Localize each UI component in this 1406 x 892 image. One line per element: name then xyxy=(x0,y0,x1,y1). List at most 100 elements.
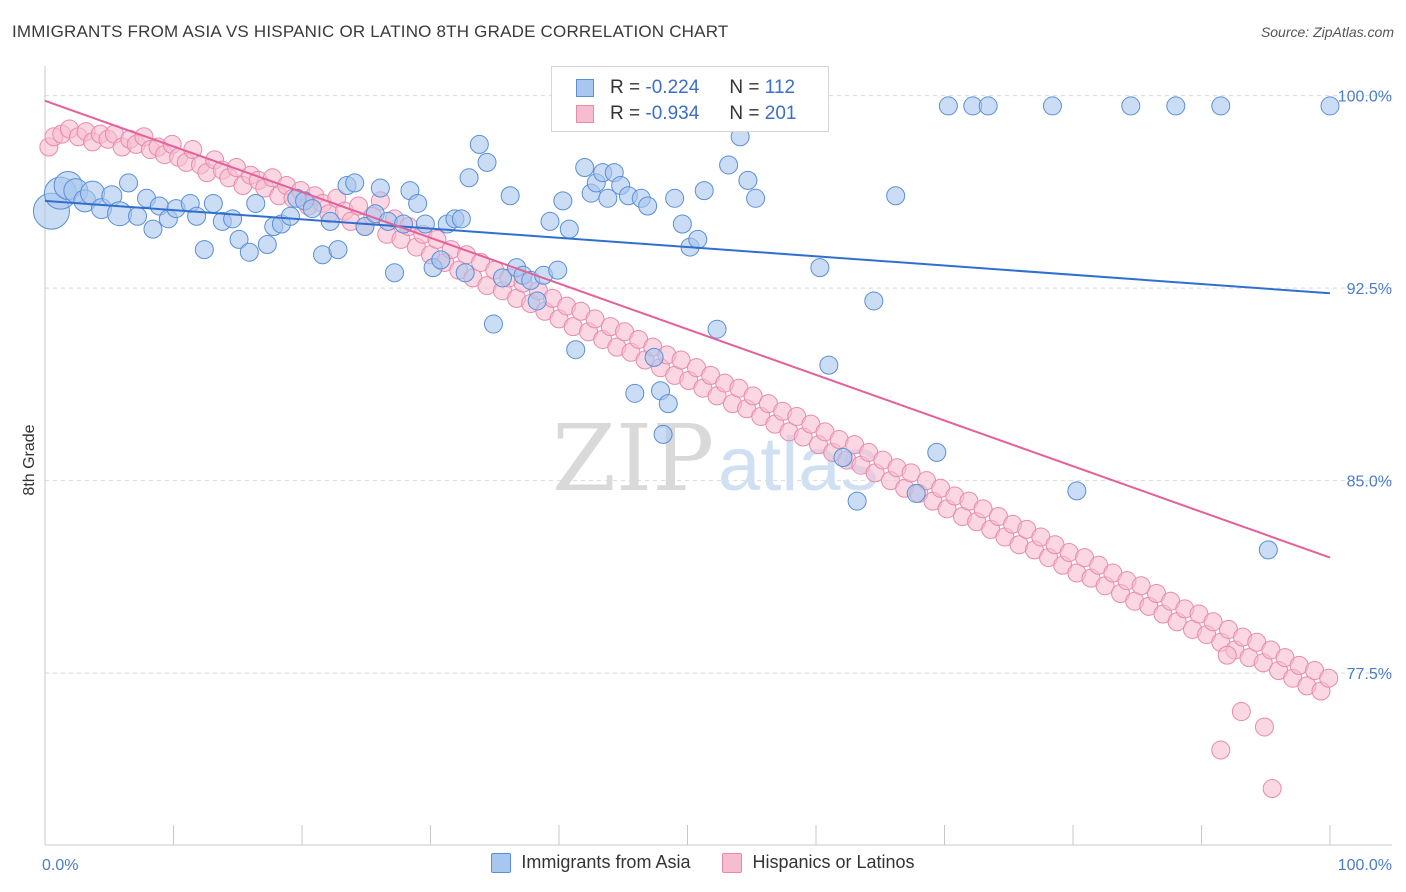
series-asia-points xyxy=(32,96,1340,560)
point-asia-79 xyxy=(644,347,664,367)
y-tick-label-3: 100.0% xyxy=(1338,89,1392,106)
point-hispanic-178 xyxy=(1319,668,1339,688)
point-asia-12 xyxy=(143,219,163,239)
x-tick-label-1: 100.0% xyxy=(1338,857,1392,874)
point-asia-9 xyxy=(119,173,139,193)
point-asia-56 xyxy=(492,268,512,288)
point-asia-105 xyxy=(938,96,958,116)
legend-n-label: N = xyxy=(729,103,760,124)
point-asia-65 xyxy=(553,191,573,211)
point-asia-91 xyxy=(738,170,758,190)
point-asia-92 xyxy=(746,188,766,208)
legend-label-asia: Immigrants from Asia xyxy=(521,852,691,872)
point-asia-102 xyxy=(886,186,906,206)
point-hispanic-179 xyxy=(1254,717,1274,737)
point-asia-21 xyxy=(223,209,243,229)
legend-label-hispanic: Hispanics or Latinos xyxy=(752,852,915,872)
legend-n-value: 112 xyxy=(764,77,796,98)
point-asia-19 xyxy=(203,193,223,213)
point-asia-55 xyxy=(483,314,503,334)
point-asia-53 xyxy=(469,134,489,154)
point-asia-108 xyxy=(1042,96,1062,116)
point-hispanic-98 xyxy=(743,386,763,406)
point-asia-97 xyxy=(810,258,830,278)
x-tick-label-0: 0.0% xyxy=(42,857,78,874)
point-hispanic-88 xyxy=(671,350,691,370)
point-asia-64 xyxy=(548,260,568,280)
legend-swatch-asia xyxy=(491,852,512,873)
legend-r-label: R = xyxy=(610,103,641,124)
series-hispanics-points xyxy=(39,119,1339,799)
point-hispanic-162 xyxy=(1203,612,1223,632)
legend-n-value: 201 xyxy=(764,103,797,124)
point-asia-52 xyxy=(455,263,475,283)
watermark-zip: ZIP xyxy=(552,405,714,512)
point-asia-86 xyxy=(688,229,708,249)
trend-line-asia xyxy=(44,199,1331,295)
chart-title: IMMIGRANTS FROM ASIA VS HISPANIC OR LATI… xyxy=(12,22,729,41)
point-hispanic-76 xyxy=(585,309,605,329)
point-asia-82 xyxy=(653,424,673,444)
point-asia-50 xyxy=(451,209,471,229)
point-asia-113 xyxy=(1258,540,1278,560)
point-asia-47 xyxy=(431,250,451,270)
point-asia-100 xyxy=(847,491,867,511)
point-asia-61 xyxy=(527,291,547,311)
point-asia-51 xyxy=(459,168,479,188)
point-asia-10 xyxy=(128,206,148,226)
point-asia-83 xyxy=(665,188,685,208)
point-asia-76 xyxy=(625,383,645,403)
point-asia-67 xyxy=(566,340,586,360)
point-asia-28 xyxy=(280,206,300,226)
point-asia-114 xyxy=(1320,96,1340,116)
point-hispanic-181 xyxy=(1231,702,1251,722)
trend-lines xyxy=(44,99,1331,559)
point-asia-103 xyxy=(906,483,926,503)
point-asia-25 xyxy=(257,235,277,255)
point-asia-81 xyxy=(658,394,678,414)
point-asia-22 xyxy=(229,229,249,249)
point-asia-17 xyxy=(187,206,207,226)
y-axis-label: 8th Grade xyxy=(21,424,38,495)
point-asia-84 xyxy=(672,214,692,234)
legend-swatch-hispanic xyxy=(576,105,594,123)
point-asia-101 xyxy=(864,291,884,311)
y-tick-label-2: 92.5% xyxy=(1347,281,1392,298)
point-asia-112 xyxy=(1211,96,1231,116)
legend-row-asia: R = -0.224 N = 112 xyxy=(576,75,795,101)
legend-r-label: R = xyxy=(610,77,641,98)
point-asia-89 xyxy=(719,155,739,175)
point-asia-57 xyxy=(500,186,520,206)
point-asia-45 xyxy=(415,214,435,234)
legend-r-value: -0.934 xyxy=(645,103,700,124)
legend-n-label: N = xyxy=(729,77,760,98)
legend-swatch-asia xyxy=(576,79,594,97)
point-asia-42 xyxy=(394,214,414,234)
legend-item-hispanic[interactable]: Hispanics or Latinos xyxy=(722,852,915,873)
point-asia-41 xyxy=(385,263,405,283)
point-asia-72 xyxy=(598,188,618,208)
point-asia-36 xyxy=(345,173,365,193)
point-asia-78 xyxy=(638,196,658,216)
point-asia-31 xyxy=(302,199,322,219)
point-asia-63 xyxy=(540,211,560,231)
point-hispanic-182 xyxy=(1211,740,1231,760)
source-label: Source: ZipAtlas.com xyxy=(1260,24,1394,40)
legend-row-hispanic: R = -0.934 N = 201 xyxy=(576,101,796,127)
point-asia-39 xyxy=(370,178,390,198)
series-legend: Immigrants from Asia Hispanics or Latino… xyxy=(0,852,1406,873)
legend-item-asia[interactable]: Immigrants from Asia xyxy=(491,852,690,873)
point-asia-104 xyxy=(927,442,947,462)
point-asia-54 xyxy=(477,152,497,172)
point-asia-109 xyxy=(1067,481,1087,501)
point-asia-107 xyxy=(978,96,998,116)
point-asia-111 xyxy=(1166,96,1186,116)
point-hispanic-183 xyxy=(1262,779,1282,799)
point-asia-66 xyxy=(559,219,579,239)
grid-lines xyxy=(45,95,1392,674)
point-hispanic-180 xyxy=(1217,645,1237,665)
point-hispanic-130 xyxy=(973,499,993,519)
y-tick-label-0: 77.5% xyxy=(1347,666,1392,683)
point-asia-24 xyxy=(246,193,266,213)
